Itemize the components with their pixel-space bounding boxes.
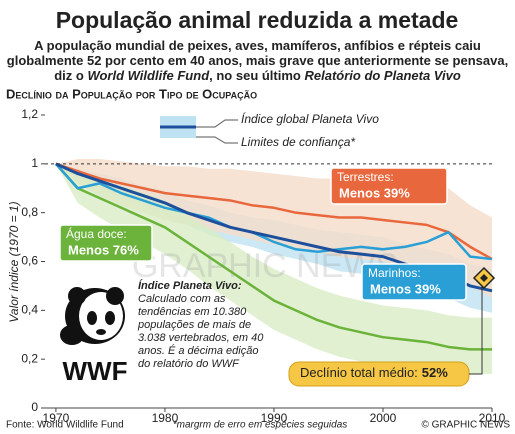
- y-tick-label: 0,8: [21, 205, 38, 219]
- wwf-text: Calculado com as tendências em 10.380 po…: [138, 293, 264, 370]
- callout-value: Menos 76%: [68, 242, 139, 257]
- y-tick-label: 0,2: [21, 351, 38, 365]
- x-tick-label: 1990: [261, 411, 288, 425]
- wwf-title: Índice Planeta Vivo:: [138, 280, 242, 292]
- callout-box: [330, 167, 448, 205]
- chart-title: População animal reduzida a metade: [56, 7, 459, 33]
- series-line: [54, 163, 492, 351]
- y-tick-label: 0,6: [21, 254, 38, 268]
- callout-name: Marinhos:: [368, 266, 421, 280]
- source: Fonte: World Wildlife Fund: [6, 420, 124, 431]
- x-tick-label: 1980: [152, 411, 179, 425]
- total-connector: [469, 286, 483, 375]
- total-label: Declínio total médio: 52%: [300, 365, 448, 380]
- subtitle: A população mundial de peixes, aves, mam…: [6, 38, 509, 83]
- legend-connector: [196, 119, 238, 128]
- callout-value: Menos 39%: [339, 185, 410, 200]
- callout-box: [59, 224, 153, 262]
- callout-name: Terrestres:: [337, 170, 394, 184]
- y-tick-label: 0,4: [21, 303, 38, 317]
- wwf-logo-text: WWF: [63, 356, 128, 386]
- series-line: [55, 162, 493, 261]
- callout-name: Água doce:: [66, 226, 127, 241]
- confidence-band: [55, 163, 493, 374]
- total-value: 52%: [422, 365, 448, 380]
- total-text: Declínio total médio:: [300, 365, 418, 380]
- legend-label: Limites de confiança*: [241, 135, 355, 149]
- x-tick-label: 2010: [479, 411, 506, 425]
- x-tick-label: 2000: [370, 411, 397, 425]
- heading: Declínio da População por Tipo de Ocupaç…: [6, 86, 257, 101]
- callout-value: Menos 39%: [370, 281, 441, 296]
- y-tick-label: 1: [31, 156, 38, 170]
- subtitle-part: Relatório do Planeta Vivo: [304, 68, 461, 83]
- legend-connector: [196, 136, 238, 144]
- footnote: *margrm de erro em espécies seguidas: [173, 420, 348, 431]
- end-marker-inner: [480, 274, 488, 282]
- y-tick-label: 0: [31, 400, 38, 414]
- legend-label: Índice global Planeta Vivo: [241, 111, 379, 126]
- y-axis-label: Valor índice (1970 = 1): [7, 201, 21, 322]
- subtitle-part: World Wildlife Fund: [87, 68, 210, 83]
- y-tick-label: 1,2: [21, 107, 38, 121]
- series-line: [54, 163, 493, 261]
- wwf-logo: [60, 287, 125, 345]
- wwf-note: Índice Planeta Vivo: Calculado com as te…: [138, 280, 266, 371]
- subtitle-part: , no seu último: [209, 68, 305, 83]
- x-tick-label: 1970: [43, 411, 70, 425]
- callout-box: [361, 263, 467, 301]
- subtitle-part: A população mundial de peixes, aves, mam…: [6, 38, 509, 83]
- credit: © GRAPHIC NEWS: [422, 420, 511, 431]
